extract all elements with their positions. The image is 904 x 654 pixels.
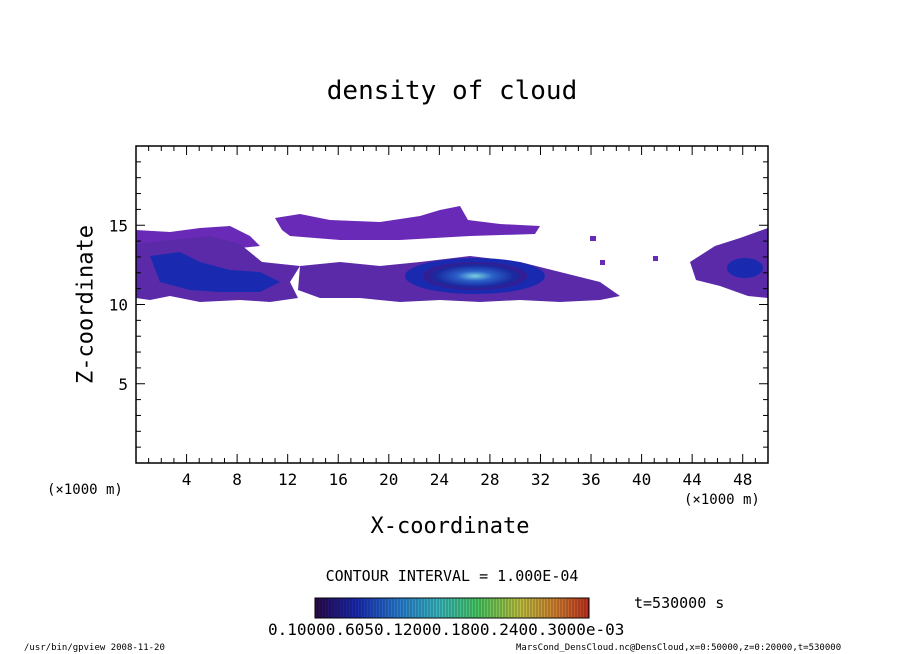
- x-tick-label: 8: [232, 470, 242, 489]
- plot-frame: [135, 145, 769, 464]
- x-tick-label: 40: [632, 470, 651, 489]
- x-axis-unit: (×1000 m): [684, 492, 760, 508]
- upper-streak-region: [275, 206, 540, 240]
- x-tick-label: 32: [531, 470, 550, 489]
- inner-left-core-region: [150, 252, 280, 292]
- x-tick-label: 20: [379, 470, 398, 489]
- contour-interval-label: CONTOUR INTERVAL = 1.000E-04: [325, 567, 579, 585]
- colorbar-stripes: [317, 599, 589, 617]
- time-label: t=530000 s: [634, 594, 725, 612]
- cloud-density-field: [136, 206, 768, 302]
- x-tick-label: 36: [581, 470, 600, 489]
- right-patch-region: [690, 228, 768, 298]
- colorbar: [314, 597, 590, 619]
- footer-right: MarsCond_DensCloud.nc@DensCloud,x=0:5000…: [516, 643, 842, 653]
- y-tick-label: 5: [118, 375, 128, 394]
- right-patch-core-region: [727, 258, 763, 278]
- speck: [590, 236, 596, 241]
- x-tick-label: 16: [329, 470, 348, 489]
- y-axis-label: Z-coordinate: [73, 225, 99, 384]
- x-tick-label: 48: [733, 470, 752, 489]
- footer-left: /usr/bin/gpview 2008-11-20: [24, 643, 165, 653]
- x-tick-label: 28: [480, 470, 499, 489]
- y-tick-label: 15: [109, 216, 128, 235]
- x-tick-label: 24: [430, 470, 449, 489]
- chart-title: density of cloud: [326, 76, 578, 106]
- speck: [600, 260, 605, 265]
- y-axis-unit: (×1000 m): [47, 482, 123, 498]
- speck: [653, 256, 658, 261]
- x-tick-label: 12: [278, 470, 297, 489]
- x-axis-label: X-coordinate: [370, 514, 530, 539]
- colorbar-labels: 0.10000.6050.12000.1800.2400.3000e-03: [268, 620, 625, 639]
- axis-ticks: [135, 145, 769, 464]
- y-tick-label: 10: [109, 296, 128, 315]
- x-tick-label: 44: [683, 470, 702, 489]
- cloud-core-region: [423, 262, 527, 290]
- x-tick-label: 4: [182, 470, 192, 489]
